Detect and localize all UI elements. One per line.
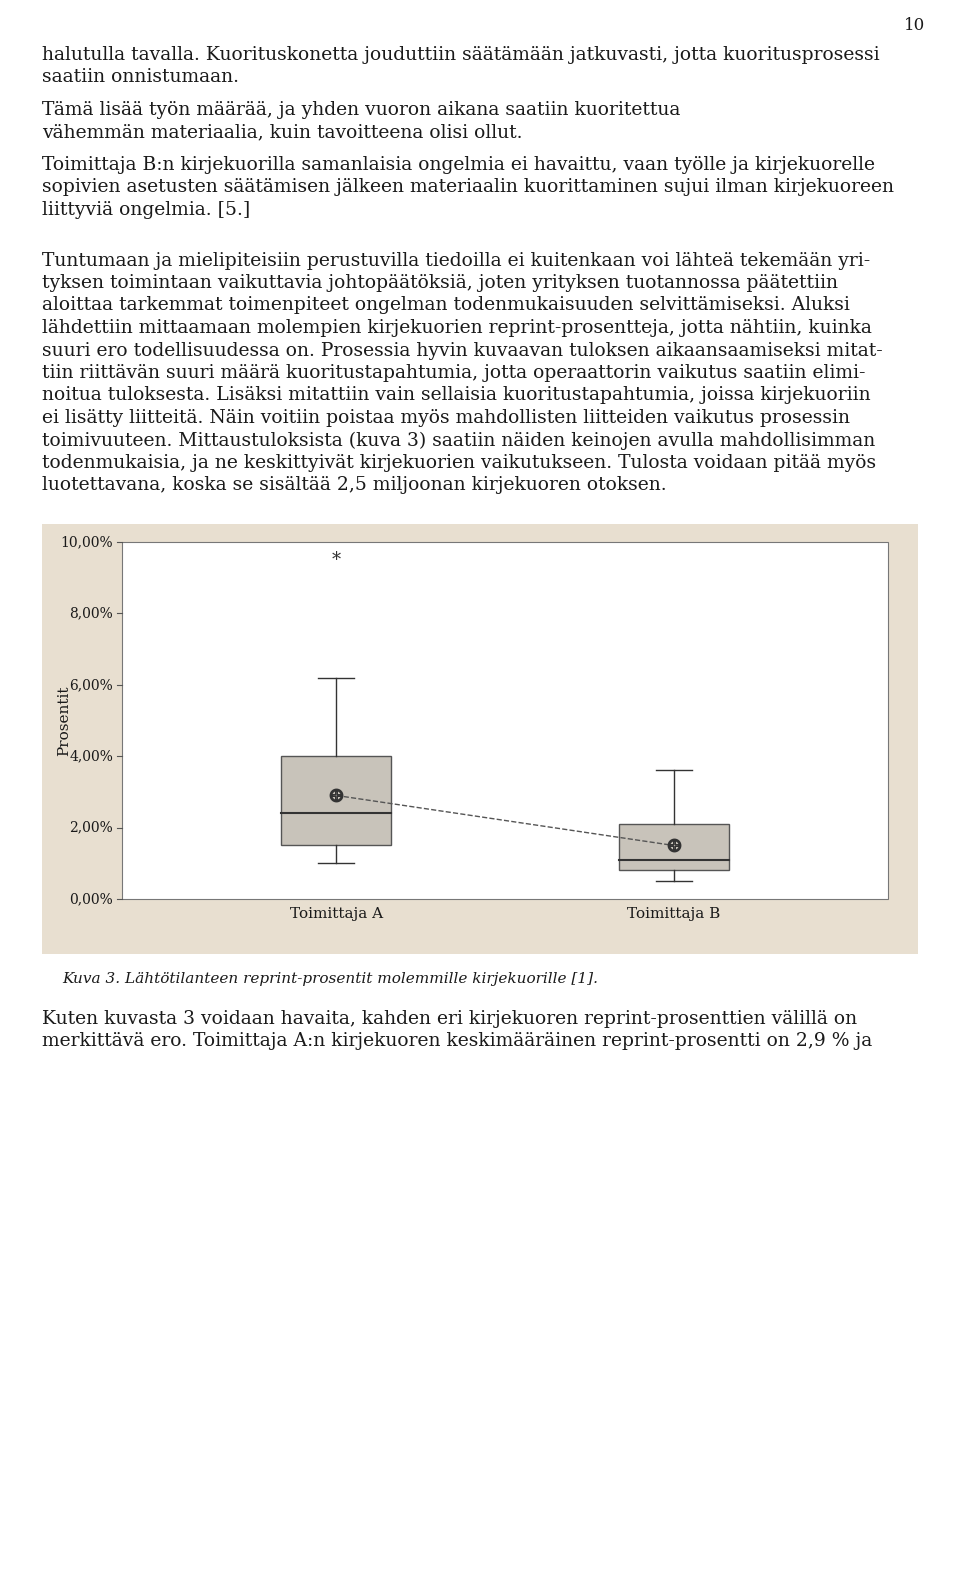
Text: 4,00%: 4,00% — [69, 748, 113, 763]
Bar — [42, 524, 918, 953]
Text: lähdettiin mittaamaan molempien kirjekuorien reprint-prosentteja, jotta nähtiin,: lähdettiin mittaamaan molempien kirjekuo… — [42, 319, 872, 337]
Bar — [618, 825, 729, 871]
Text: Tuntumaan ja mielipiteisiin perustuvilla tiedoilla ei kuitenkaan voi lähteä teke: Tuntumaan ja mielipiteisiin perustuvilla… — [42, 251, 871, 270]
Text: Kuva 3. Lähtötilanteen reprint-prosentit molemmille kirjekuorille [1].: Kuva 3. Lähtötilanteen reprint-prosentit… — [62, 972, 598, 987]
Bar — [281, 756, 392, 845]
Text: Kuten kuvasta 3 voidaan havaita, kahden eri kirjekuoren reprint-prosenttien väli: Kuten kuvasta 3 voidaan havaita, kahden … — [42, 1011, 857, 1028]
Text: 0,00%: 0,00% — [69, 891, 113, 906]
Text: aloittaa tarkemmat toimenpiteet ongelman todenmukaisuuden selvittämiseksi. Aluks: aloittaa tarkemmat toimenpiteet ongelman… — [42, 297, 850, 315]
Text: Toimittaja B:n kirjekuorilla samanlaisia ongelmia ei havaittu, vaan työlle ja ki: Toimittaja B:n kirjekuorilla samanlaisia… — [42, 156, 875, 175]
Text: saatiin onnistumaan.: saatiin onnistumaan. — [42, 68, 239, 86]
Text: Prosentit: Prosentit — [57, 685, 71, 756]
Bar — [122, 542, 888, 899]
Text: luotettavana, koska se sisältää 2,5 miljoonan kirjekuoren otoksen.: luotettavana, koska se sisältää 2,5 milj… — [42, 477, 666, 494]
Text: vähemmän materiaalia, kuin tavoitteena olisi ollut.: vähemmän materiaalia, kuin tavoitteena o… — [42, 124, 522, 141]
Text: sopivien asetusten säätämisen jälkeen materiaalin kuorittaminen sujui ilman kirj: sopivien asetusten säätämisen jälkeen ma… — [42, 178, 894, 197]
Text: 10,00%: 10,00% — [60, 535, 113, 550]
Text: 8,00%: 8,00% — [69, 607, 113, 620]
Text: toimivuuteen. Mittaustuloksista (kuva 3) saatiin näiden keinojen avulla mahdolli: toimivuuteen. Mittaustuloksista (kuva 3)… — [42, 432, 876, 450]
Text: halutulla tavalla. Kuorituskonetta jouduttiin säätämään jatkuvasti, jotta kuorit: halutulla tavalla. Kuorituskonetta joudu… — [42, 46, 879, 64]
Text: 10: 10 — [904, 17, 925, 35]
Text: todenmukaisia, ja ne keskittyivät kirjekuorien vaikutukseen. Tulosta voidaan pit: todenmukaisia, ja ne keskittyivät kirjek… — [42, 454, 876, 472]
Text: liittyviä ongelmia. [5.]: liittyviä ongelmia. [5.] — [42, 200, 251, 219]
Text: 2,00%: 2,00% — [69, 820, 113, 834]
Text: tiin riittävän suuri määrä kuoritustapahtumia, jotta operaattorin vaikutus saati: tiin riittävän suuri määrä kuoritustapah… — [42, 364, 866, 381]
Text: Toimittaja A: Toimittaja A — [290, 907, 383, 922]
Text: merkittävä ero. Toimittaja A:n kirjekuoren keskimääräinen reprint-prosentti on 2: merkittävä ero. Toimittaja A:n kirjekuor… — [42, 1033, 873, 1050]
Text: noitua tuloksesta. Lisäksi mitattiin vain sellaisia kuoritustapahtumia, joissa k: noitua tuloksesta. Lisäksi mitattiin vai… — [42, 386, 871, 405]
Text: Tämä lisää työn määrää, ja yhden vuoron aikana saatiin kuoritettua: Tämä lisää työn määrää, ja yhden vuoron … — [42, 102, 681, 119]
Text: 6,00%: 6,00% — [69, 679, 113, 691]
Text: suuri ero todellisuudessa on. Prosessia hyvin kuvaavan tuloksen aikaansaamiseksi: suuri ero todellisuudessa on. Prosessia … — [42, 342, 883, 359]
Text: Toimittaja B: Toimittaja B — [627, 907, 720, 922]
Text: *: * — [332, 551, 341, 569]
Text: tyksen toimintaan vaikuttavia johtopäätöksiä, joten yrityksen tuotannossa päätet: tyksen toimintaan vaikuttavia johtopäätö… — [42, 273, 838, 292]
Text: ei lisätty liitteitä. Näin voitiin poistaa myös mahdollisten liitteiden vaikutus: ei lisätty liitteitä. Näin voitiin poist… — [42, 408, 850, 427]
